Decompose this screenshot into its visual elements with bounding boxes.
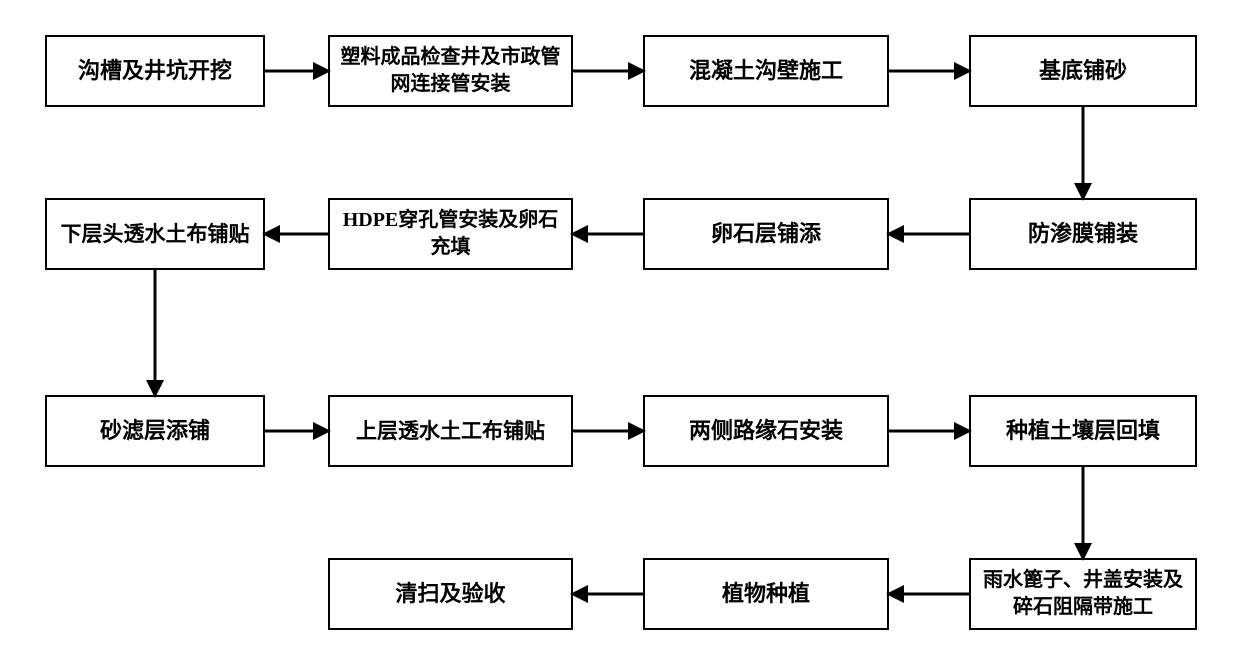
- flowchart-node-n7: HDPE穿孔管安装及卵石充填: [328, 198, 573, 270]
- flowchart-node-label: 卵石层铺添: [711, 219, 821, 249]
- flowchart-node-n11: 两侧路缘石安装: [643, 395, 889, 467]
- flowchart-node-label: 砂滤层添铺: [100, 416, 210, 446]
- flowchart-node-n6: 卵石层铺添: [643, 198, 889, 270]
- flowchart-node-n10: 上层透水土工布铺贴: [328, 395, 573, 467]
- flowchart-node-n1: 沟槽及井坑开挖: [45, 35, 265, 107]
- flowchart-node-n9: 砂滤层添铺: [45, 395, 265, 467]
- flowchart-node-label: 两侧路缘石安装: [689, 416, 843, 446]
- flowchart-node-label: 塑料成品检查井及市政管网连接管安装: [336, 44, 565, 98]
- flowchart-node-n2: 塑料成品检查井及市政管网连接管安装: [328, 35, 573, 107]
- flowchart-node-label: 植物种植: [722, 579, 810, 609]
- flowchart-node-n8: 下层头透水土布铺贴: [45, 198, 265, 270]
- flowchart-node-n13: 雨水篦子、井盖安装及碎石阻隔带施工: [969, 558, 1197, 630]
- flowchart-node-n3: 混凝土沟壁施工: [643, 35, 889, 107]
- flowchart-node-label: 清扫及验收: [395, 579, 505, 609]
- flowchart-node-label: 基底铺砂: [1039, 56, 1127, 86]
- flowchart-node-label: HDPE穿孔管安装及卵石充填: [336, 207, 565, 261]
- flowchart-node-n14: 植物种植: [643, 558, 889, 630]
- flowchart-node-n15: 清扫及验收: [328, 558, 573, 630]
- flowchart-node-n12: 种植土壤层回填: [969, 395, 1197, 467]
- flowchart-node-label: 雨水篦子、井盖安装及碎石阻隔带施工: [977, 567, 1189, 621]
- flowchart-node-label: 防渗膜铺装: [1028, 219, 1138, 249]
- flowchart-node-label: 下层头透水土布铺贴: [61, 220, 250, 248]
- flowchart-node-label: 沟槽及井坑开挖: [78, 56, 232, 86]
- flowchart-node-n4: 基底铺砂: [969, 35, 1197, 107]
- flowchart-node-label: 种植土壤层回填: [1006, 416, 1160, 446]
- flowchart-node-label: 上层透水土工布铺贴: [356, 417, 545, 445]
- flowchart-node-n5: 防渗膜铺装: [969, 198, 1197, 270]
- flowchart-node-label: 混凝土沟壁施工: [689, 56, 843, 86]
